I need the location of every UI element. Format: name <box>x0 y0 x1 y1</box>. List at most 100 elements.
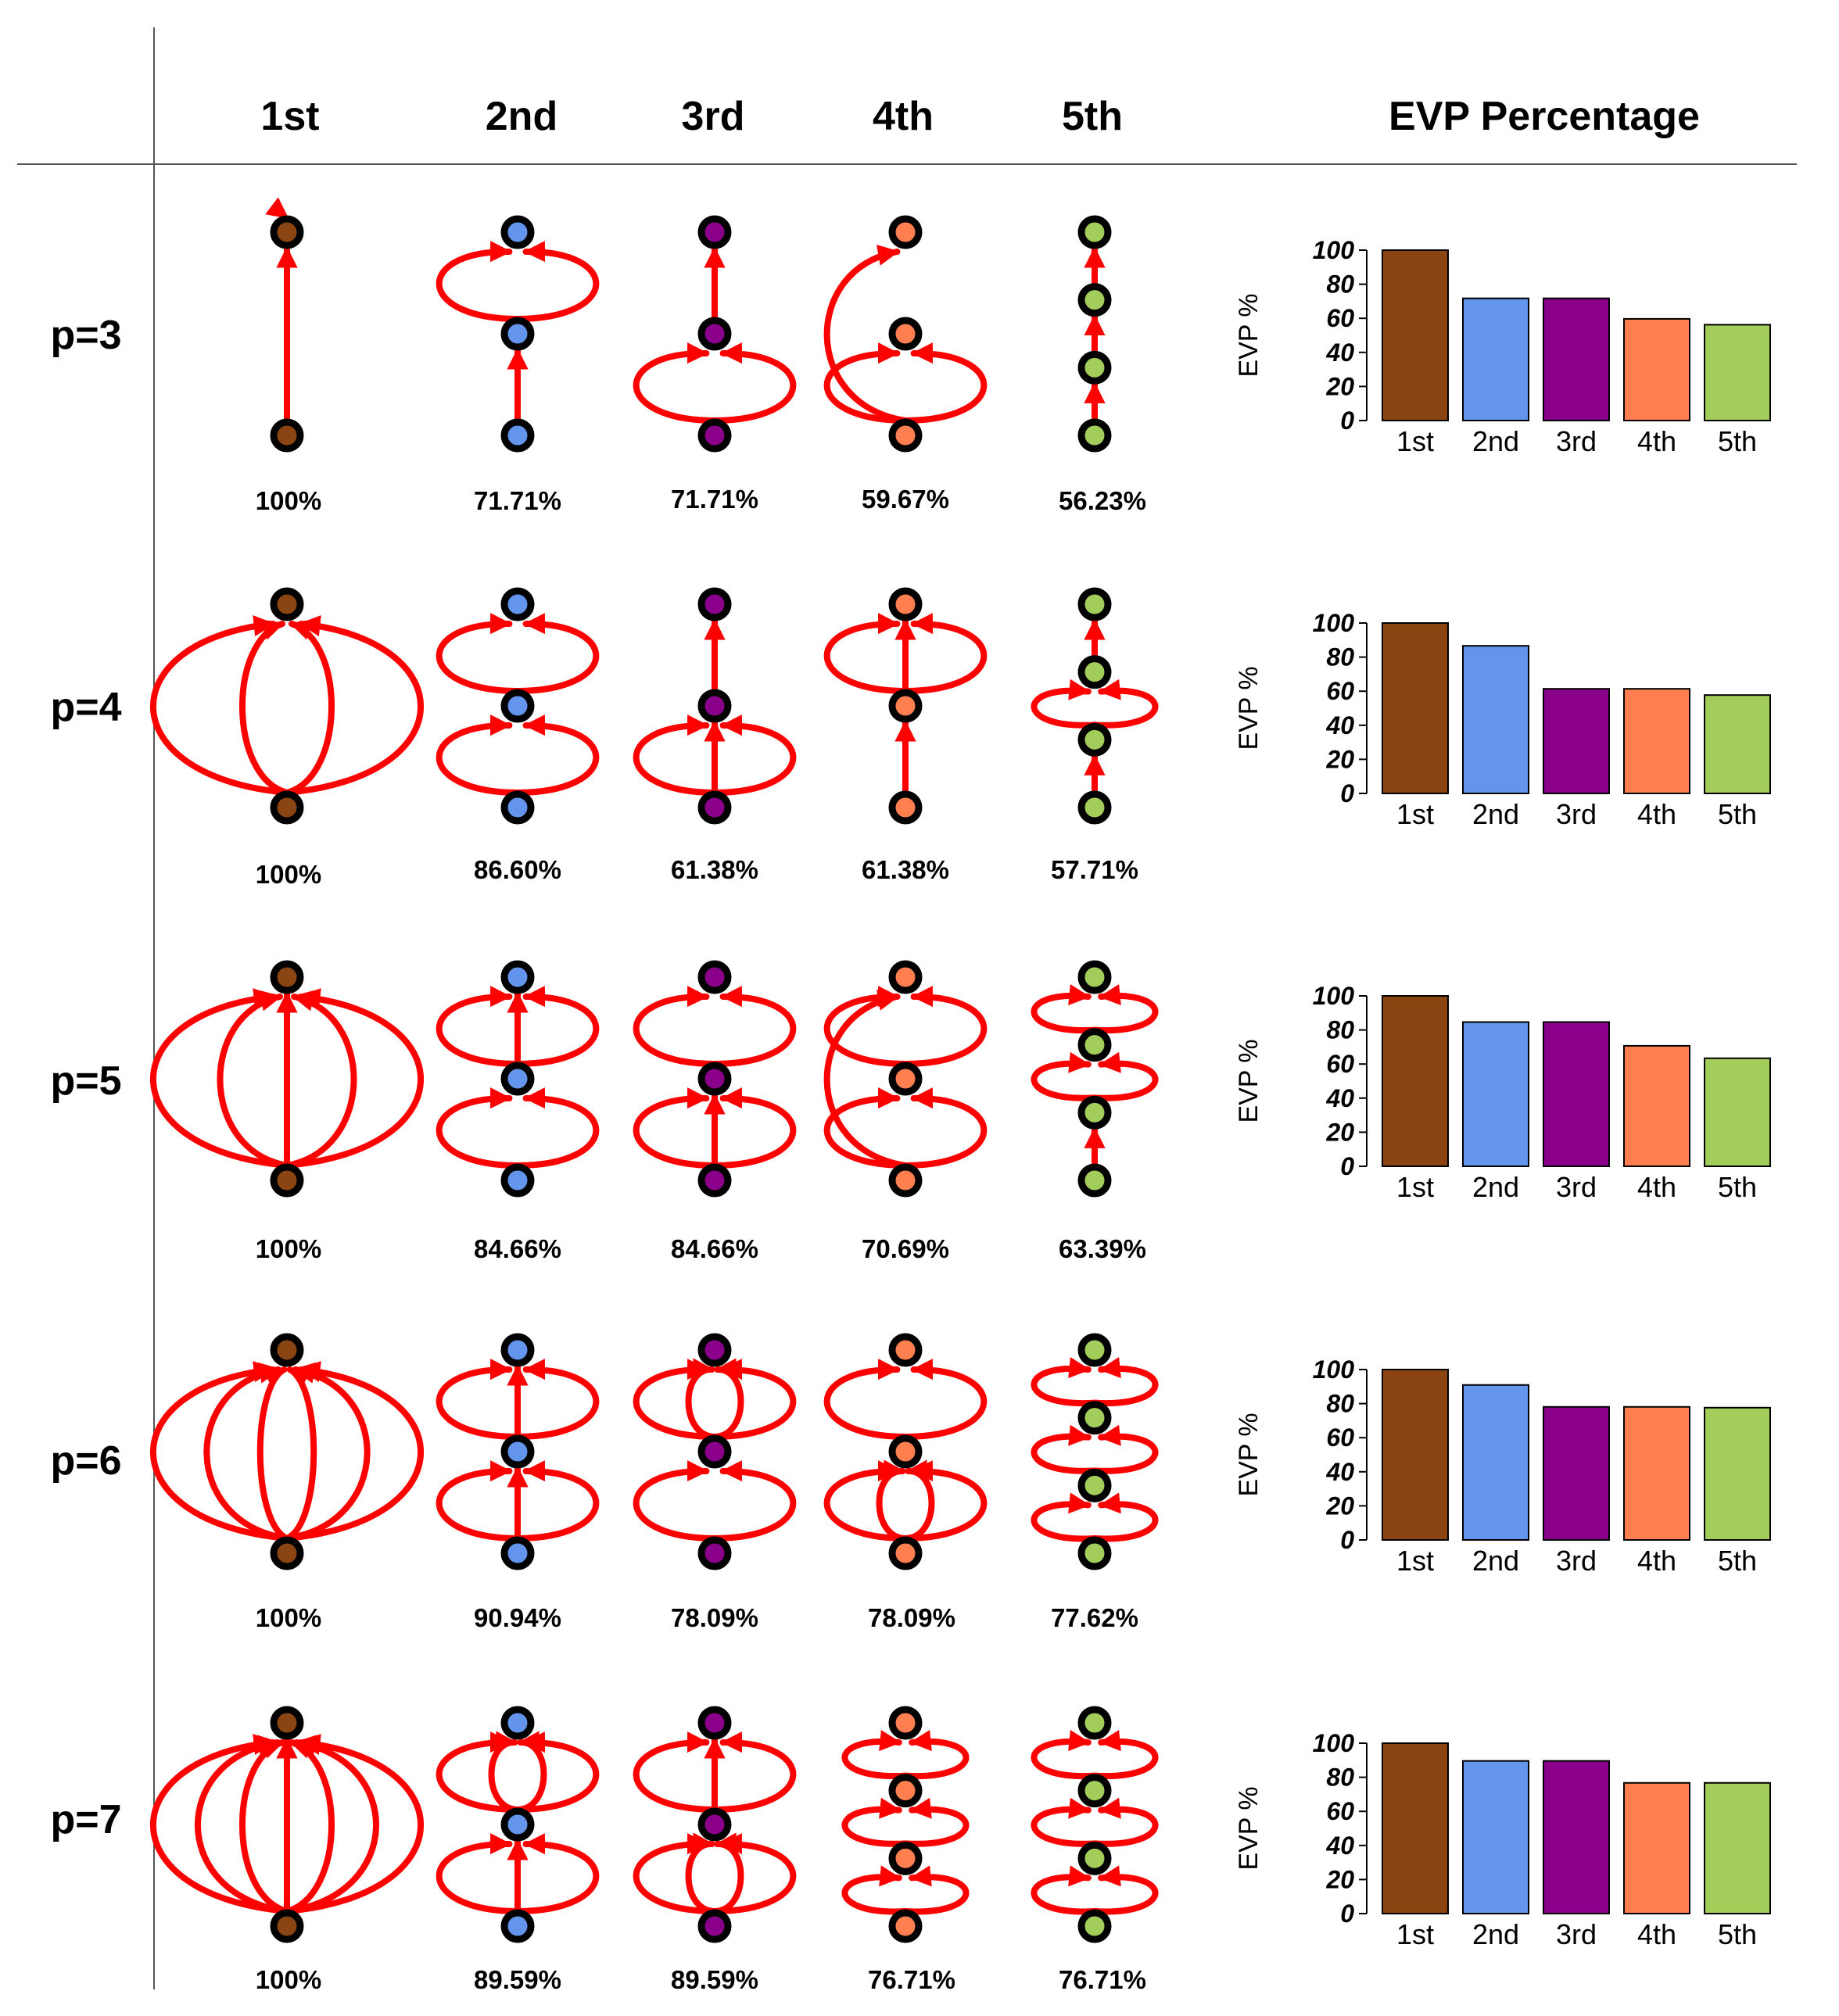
edge-arrow <box>823 989 909 1169</box>
edge-arrow <box>436 1359 521 1440</box>
graph-node <box>697 1807 732 1842</box>
graph-node <box>270 418 304 453</box>
edge-arrow <box>239 1738 290 1914</box>
edge-arrow <box>514 1833 600 1914</box>
network-graph <box>841 1706 970 1943</box>
row-label-p6: p=6 <box>50 1438 121 1484</box>
edge-arrow <box>149 615 290 796</box>
graph-node <box>270 960 304 994</box>
graph-node <box>1077 722 1112 757</box>
edge-arrow <box>514 1087 600 1169</box>
percent-row-p4: 100% 86.60% 61.38% 61.38% 57.71% <box>256 855 1138 889</box>
edge-arrow <box>436 986 521 1067</box>
x-category-label: 5th <box>1718 798 1757 830</box>
edge-arrow <box>633 1359 718 1440</box>
x-category-label: 2nd <box>1472 425 1519 457</box>
graph-edges <box>823 613 988 796</box>
edge-arrow <box>284 988 425 1169</box>
percent-label: 56.23% <box>1059 486 1146 515</box>
edge-arrow <box>1092 679 1159 729</box>
percent-label: 76.71% <box>1059 1965 1146 1994</box>
bar <box>1543 1405 1610 1541</box>
graph-node <box>500 1062 535 1096</box>
edge-arrow <box>436 1087 521 1169</box>
percent-row-p3: 100% 71.71% 71.71% 59.67% 56.23% <box>256 485 1146 515</box>
column-header-3rd: 3rd <box>682 94 745 139</box>
bar <box>1462 1021 1529 1167</box>
y-axis-label: EVP % <box>1234 1039 1264 1123</box>
percent-label: 100% <box>256 1603 321 1632</box>
edge-arrow <box>1031 984 1098 1034</box>
graph-edges <box>1031 1357 1159 1542</box>
y-tick-label: 100 <box>1313 1729 1355 1757</box>
graph-edges <box>436 241 600 424</box>
graph-node <box>1077 215 1112 249</box>
graph-node <box>697 317 732 351</box>
y-tick-label: 60 <box>1326 1050 1354 1078</box>
graph-node <box>697 790 732 825</box>
graph-node <box>697 587 732 621</box>
percent-label: 57.71% <box>1051 855 1138 884</box>
edge-arrow <box>514 1731 547 1813</box>
graph-node <box>500 790 535 825</box>
y-tick-label: 0 <box>1340 1900 1354 1928</box>
bar <box>1704 1406 1771 1542</box>
graph-edges <box>633 618 797 796</box>
graph-edges <box>1031 1730 1159 1915</box>
bar <box>1623 1781 1690 1915</box>
graph-node <box>500 587 535 621</box>
y-axis-label: EVP % <box>1234 1413 1264 1496</box>
graph-edges <box>436 1731 600 1914</box>
edge-arrow <box>902 986 988 1067</box>
percent-label: 100% <box>256 1965 321 1994</box>
graph-node <box>1077 1841 1112 1875</box>
y-tick-label: 80 <box>1326 1390 1354 1418</box>
edge-arrow <box>284 990 357 1169</box>
x-category-label: 3rd <box>1556 1918 1597 1950</box>
network-graph <box>436 1706 600 1943</box>
graph-edges <box>841 1730 970 1915</box>
edge-arrow <box>633 1087 718 1169</box>
graph-edges <box>436 986 600 1169</box>
x-category-label: 1st <box>1396 798 1434 830</box>
graph-node <box>500 1536 535 1570</box>
bar <box>1382 995 1449 1167</box>
graph-node <box>697 1163 732 1198</box>
edge-arrow <box>902 1087 988 1169</box>
graph-node <box>888 418 923 453</box>
percent-row-p7: 100% 89.59% 89.59% 76.71% 76.71% <box>256 1965 1146 1994</box>
graph-node <box>1077 1163 1112 1198</box>
row-label-p3: p=3 <box>50 313 121 358</box>
edge-arrow <box>712 1358 744 1440</box>
graph-node <box>697 1434 732 1469</box>
network-graph <box>149 1706 425 1943</box>
graph-node <box>500 317 535 351</box>
graph-node <box>500 1909 535 1943</box>
graph-node <box>500 1807 535 1842</box>
network-graph <box>1077 215 1112 453</box>
x-category-label: 2nd <box>1472 1545 1519 1577</box>
edge-arrow <box>712 1832 744 1914</box>
row-label-p4: p=4 <box>50 685 121 730</box>
edge-arrow <box>149 1361 290 1542</box>
graph-node <box>1077 1706 1112 1740</box>
edge-arrow <box>256 1366 290 1542</box>
bar <box>1543 1760 1610 1915</box>
y-tick-label: 0 <box>1340 779 1354 807</box>
edge-arrow <box>1092 1424 1159 1474</box>
edge-arrow <box>712 714 797 796</box>
graph-node <box>1077 587 1112 621</box>
network-graph <box>436 960 600 1198</box>
graph-node <box>270 1163 304 1198</box>
bar <box>1704 1057 1771 1168</box>
edge-arrow <box>1092 1865 1159 1915</box>
y-tick-label: 60 <box>1326 1797 1354 1825</box>
network-graph <box>149 1333 425 1570</box>
percent-label: 84.66% <box>671 1234 758 1263</box>
edge-arrow <box>902 613 988 694</box>
edge-arrow <box>823 1087 909 1169</box>
y-tick-label: 20 <box>1325 1118 1354 1146</box>
edge-arrow <box>514 986 600 1067</box>
evp-bar-chart: 0 20 40 60 80 100 EVP % 1st 2nd 3rd 4th 5th <box>1234 236 1771 457</box>
graph-node <box>697 1333 732 1367</box>
